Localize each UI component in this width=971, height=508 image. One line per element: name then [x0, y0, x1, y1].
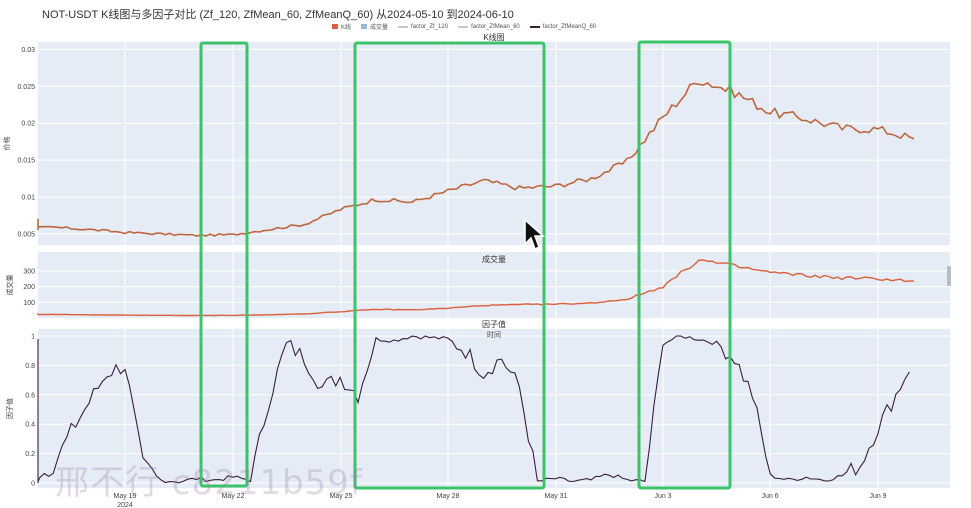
factor-tick-label: 1: [31, 334, 35, 341]
highlight-box-3: [637, 40, 732, 490]
legend-swatch: [361, 24, 368, 29]
legend-item-factor-zfmeanq60[interactable]: factor_ZfMeanQ_60: [529, 23, 597, 30]
legend-item-kline[interactable]: K线: [332, 22, 351, 31]
factor-panel-title: 因子值: [482, 319, 506, 329]
legend-label: factor_ZfMean_60: [471, 23, 520, 30]
factor-tick-label: 0.6: [25, 392, 35, 399]
legend-item-factor-zfmean60[interactable]: factor_ZfMean_60: [458, 24, 520, 30]
volume-tick-label: 200: [23, 284, 35, 291]
factor-axis-label: 因子值: [5, 398, 14, 419]
highlight-box-2: [353, 41, 546, 490]
volume-axis-label: 成交量: [5, 275, 14, 296]
price-panel-title: K线图: [483, 32, 504, 42]
x-tick-label: May 22: [222, 493, 245, 500]
price-tick-label: 0.02: [21, 121, 35, 128]
legend-label: factor_ZfMeanQ_60: [542, 23, 597, 30]
factor-x-axis-label: 时间: [487, 330, 501, 339]
watermark-text: 邢不行 c8211b59f: [55, 463, 363, 503]
legend-item-factor-zf120[interactable]: factor_Zf_120: [398, 24, 448, 30]
factor-tick-label: 0.4: [25, 422, 35, 429]
legend-swatch: [332, 24, 338, 29]
x-tick-label: May 19 2024: [114, 493, 137, 508]
price-tick-label: 0.01: [21, 195, 35, 202]
legend-label: 成交量: [370, 25, 389, 31]
legend-item-volume[interactable]: 成交量: [361, 22, 388, 31]
price-tick-label: 0.025: [17, 84, 35, 91]
x-tick-label: Jun 6: [761, 493, 778, 500]
price-tick-label: 0.03: [21, 47, 35, 54]
x-tick-label: May 25: [330, 493, 353, 500]
chart-title: NOT-USDT K线图与多因子对比 (Zf_120, ZfMean_60, Z…: [42, 9, 514, 21]
mouse-cursor-icon: [524, 218, 545, 251]
scroll-handle: [947, 266, 951, 286]
x-tick-label: May 28: [437, 493, 460, 500]
x-tick-label: Jun 9: [869, 493, 886, 500]
legend: K线 成交量 factor_Zf_120 factor_ZfMean_60 fa…: [332, 22, 596, 31]
factor-tick-label: 0.8: [25, 363, 35, 370]
volume-series-line: [37, 259, 914, 317]
legend-label: factor_Zf_120: [411, 23, 449, 30]
plot-area-price: [38, 42, 950, 245]
x-tick-line: May 19: [114, 493, 137, 500]
legend-swatch: [529, 25, 540, 28]
price-series-up-candles: [37, 82, 915, 237]
factor-tick-label: 0.2: [25, 451, 35, 458]
legend-label: K线: [341, 25, 352, 31]
price-axis-label: 价格: [2, 137, 11, 151]
highlight-box-1: [199, 41, 249, 488]
legend-swatch: [458, 25, 469, 28]
x-tick-year: 2024: [117, 502, 133, 508]
plot-area-volume: [38, 252, 950, 318]
plot-area-factor: [38, 329, 950, 488]
legend-swatch: [398, 25, 409, 28]
x-tick-label: May 31: [545, 493, 568, 500]
volume-tick-label: 300: [23, 268, 35, 275]
volume-panel-title: 成交量: [482, 254, 506, 264]
volume-tick-label: 100: [23, 300, 35, 307]
factor-tick-label: 0: [31, 481, 35, 488]
x-tick-label: Jun 3: [654, 493, 671, 500]
price-tick-label: 0.005: [17, 231, 35, 238]
price-tick-label: 0.015: [17, 158, 35, 165]
